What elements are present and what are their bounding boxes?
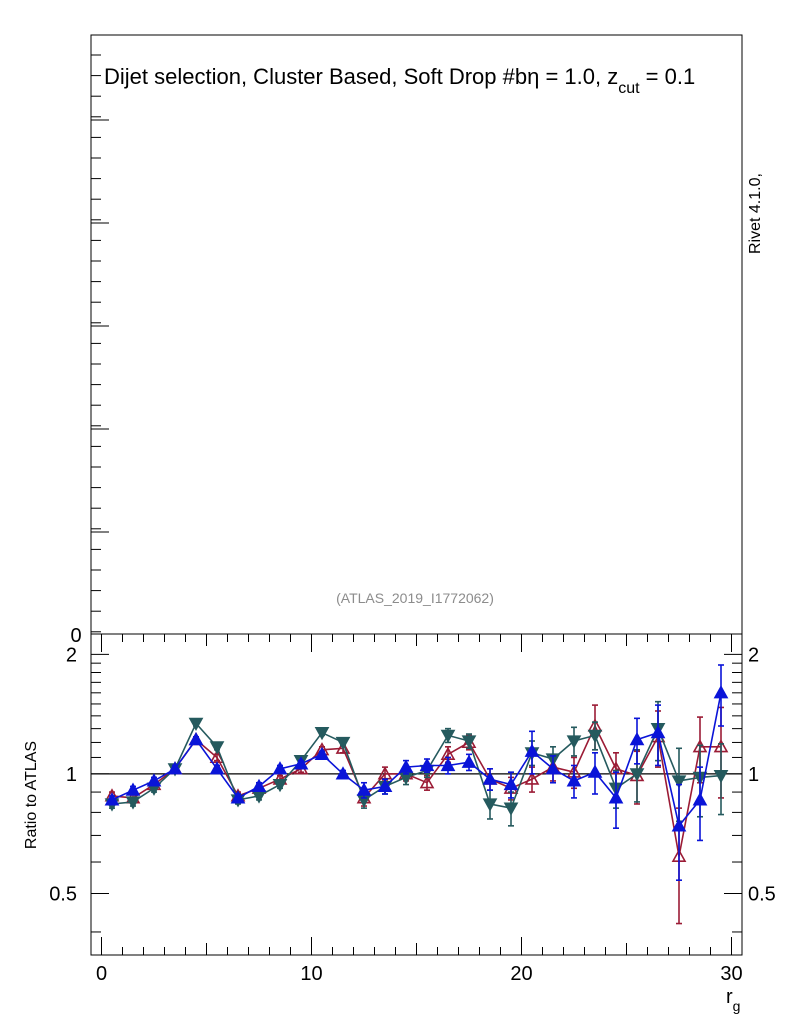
- x-axis-title-main: r: [726, 986, 733, 1008]
- x-axis-title-subscript: g: [733, 998, 741, 1014]
- data-point-marker: [482, 798, 498, 812]
- data-point-marker: [335, 766, 351, 780]
- data-point-marker: [524, 771, 540, 785]
- data-point-marker: [713, 770, 729, 784]
- data-point-marker: [482, 771, 498, 785]
- ratio-y-tick-label-left: 2: [66, 644, 77, 666]
- ratio-y-tick-label-left: 1: [66, 764, 77, 786]
- data-point-marker: [251, 778, 267, 793]
- data-point-marker: [272, 778, 288, 793]
- plot-title-cut-subscript: cut: [618, 80, 640, 97]
- data-point-marker: [440, 757, 456, 772]
- data-point-marker: [125, 796, 141, 810]
- ratio-x-tick-label: 20: [510, 963, 532, 985]
- data-point-marker: [125, 782, 141, 796]
- data-point-marker: [692, 792, 708, 806]
- rivet-version-label: Rivet 4.1.0,: [747, 173, 764, 254]
- data-point-marker: [398, 759, 414, 773]
- data-point-marker: [314, 746, 330, 760]
- ratio-y-tick-label-right: 2: [748, 644, 759, 666]
- data-point-marker: [356, 782, 372, 796]
- ratio-x-tick-label: 0: [96, 963, 107, 985]
- data-point-marker: [503, 802, 519, 816]
- plot-title-main: Dijet selection, Cluster Based, Soft Dro…: [104, 64, 527, 89]
- data-point-marker: [629, 768, 645, 782]
- ratio-y-tick-label-left: 0.5: [49, 883, 77, 905]
- data-point-marker: [419, 775, 435, 789]
- plot-title: Dijet selection, Cluster Based, Soft Dro…: [104, 64, 695, 97]
- data-point-marker: [293, 756, 309, 770]
- data-point-marker: [440, 729, 456, 744]
- data-point-marker: [272, 761, 288, 775]
- data-point-marker: [167, 761, 183, 775]
- data-point-marker: [419, 757, 435, 772]
- data-point-marker: [230, 790, 246, 804]
- data-point-marker: [629, 731, 645, 746]
- x-axis-title: rg: [726, 986, 740, 1014]
- main-panel-zero-label: 0: [70, 625, 81, 647]
- data-point-marker: [209, 761, 225, 775]
- ratio-y-tick-label-right: 1: [748, 764, 759, 786]
- data-point-marker: [146, 773, 162, 787]
- ratio-y-axis-title: Ratio to ATLAS: [23, 741, 40, 849]
- data-point-marker: [524, 743, 540, 757]
- data-point-marker: [188, 717, 204, 732]
- data-point-marker: [335, 736, 351, 751]
- data-point-marker: [104, 792, 120, 806]
- data-point-marker: [587, 764, 603, 778]
- data-point-marker: [545, 761, 561, 775]
- data-point-marker: [377, 778, 393, 793]
- data-point-marker: [461, 754, 477, 768]
- data-point-marker: [713, 685, 729, 699]
- data-point-marker: [566, 735, 582, 749]
- data-point-marker: [209, 741, 225, 755]
- data-point-marker: [608, 790, 624, 804]
- main-panel-y-ticks: [91, 54, 109, 633]
- ratio-x-tick-label: 10: [300, 963, 322, 985]
- data-point-marker: [503, 776, 519, 791]
- data-point-marker: [587, 729, 603, 744]
- ratio-panel-data: [104, 664, 729, 925]
- data-point-marker: [650, 725, 666, 739]
- ratio-x-tick-label: 30: [720, 963, 742, 985]
- analysis-id-watermark: (ATLAS_2019_I1772062): [336, 590, 494, 606]
- series-line: [111, 692, 722, 828]
- series-3: [104, 664, 729, 881]
- data-point-marker: [188, 731, 204, 746]
- data-point-marker: [671, 775, 687, 789]
- data-point-marker: [671, 818, 687, 832]
- data-point-marker: [335, 740, 351, 754]
- data-point-marker: [314, 727, 330, 741]
- ratio-y-tick-label-right: 0.5: [748, 883, 776, 905]
- plot-title-eta: η = 1.0, z: [527, 64, 618, 89]
- data-point-marker: [566, 773, 582, 787]
- data-point-marker: [461, 735, 477, 749]
- plot-title-eq: = 0.1: [640, 64, 696, 89]
